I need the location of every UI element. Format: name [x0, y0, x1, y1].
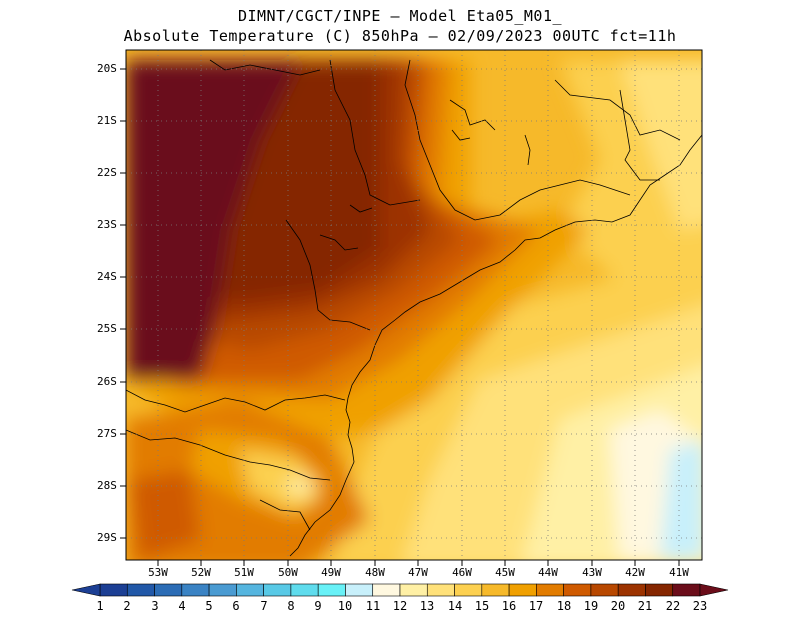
colorbar-label: 8: [287, 599, 295, 613]
lon-label: 41W: [669, 566, 689, 579]
lat-label: 29S: [97, 531, 117, 544]
lat-label: 23S: [97, 218, 117, 231]
colorbar-label: 1: [96, 599, 104, 613]
lat-label: 21S: [97, 114, 117, 127]
colorbar-label: 11: [365, 599, 381, 613]
lat-label: 20S: [97, 62, 117, 75]
colorbar-label: 23: [692, 599, 708, 613]
colorbar-low-arrow: [71, 583, 101, 597]
colorbar-label: 9: [314, 599, 322, 613]
coastline-borders: [126, 59, 702, 557]
lon-label: 42W: [625, 566, 645, 579]
colorbar-segment: [99, 583, 128, 597]
colorbar-segment: [481, 583, 510, 597]
colorbar-segment: [645, 583, 674, 597]
colorbar-label: 19: [583, 599, 599, 613]
lat-label: 24S: [97, 270, 117, 283]
lat-label: 22S: [97, 166, 117, 179]
gridlines: [126, 50, 702, 560]
colorbar-label: 20: [610, 599, 626, 613]
colorbar-segment: [454, 583, 483, 597]
colorbar-segment: [317, 583, 346, 597]
colorbar-label: 3: [151, 599, 159, 613]
temperature-field: [126, 50, 702, 560]
colorbar-segment: [154, 583, 183, 597]
colorbar-segment: [426, 583, 455, 597]
colorbar-label: 7: [260, 599, 268, 613]
map-frame: [125, 49, 703, 561]
lon-label: 50W: [278, 566, 298, 579]
lat-label: 25S: [97, 322, 117, 335]
axis-ticks: [120, 68, 680, 566]
colorbar-label: 12: [392, 599, 408, 613]
colorbar-label: 15: [474, 599, 490, 613]
lon-label: 49W: [321, 566, 341, 579]
lat-label: 27S: [97, 427, 117, 440]
colorbar-segment: [563, 583, 592, 597]
colorbar: [71, 583, 729, 597]
lat-label: 26S: [97, 375, 117, 388]
colorbar-label: 16: [501, 599, 517, 613]
lon-label: 46W: [452, 566, 472, 579]
lon-label: 43W: [582, 566, 602, 579]
lon-label: 53W: [148, 566, 168, 579]
lon-label: 48W: [365, 566, 385, 579]
colorbar-label: 6: [232, 599, 240, 613]
colorbar-segment: [672, 583, 701, 597]
colorbar-label: 17: [528, 599, 544, 613]
colorbar-segment: [345, 583, 374, 597]
colorbar-segment: [617, 583, 646, 597]
colorbar-segment: [536, 583, 564, 597]
colorbar-segment: [399, 583, 428, 597]
lat-label: 28S: [97, 479, 117, 492]
colorbar-segment: [590, 583, 619, 597]
colorbar-label: 18: [556, 599, 572, 613]
colorbar-segment: [290, 583, 319, 597]
colorbar-segment: [208, 583, 237, 597]
lon-label: 44W: [538, 566, 558, 579]
map-title-line2: Absolute Temperature (C) 850hPa – 02/09/…: [123, 27, 677, 45]
map-title-line1: DIMNT/CGCT/INPE – Model Eta05_M01_: [237, 7, 563, 25]
lon-label: 51W: [234, 566, 254, 579]
colorbar-segment: [126, 583, 155, 597]
lon-label: 52W: [191, 566, 211, 579]
colorbar-segment: [236, 583, 264, 597]
colorbar-label: 13: [419, 599, 435, 613]
lon-label: 45W: [495, 566, 515, 579]
colorbar-label: 2: [123, 599, 131, 613]
colorbar-label: 5: [205, 599, 213, 613]
colorbar-high-arrow: [699, 583, 729, 597]
colorbar-segment: [181, 583, 210, 597]
colorbar-segment: [372, 583, 401, 597]
colorbar-label: 14: [447, 599, 463, 613]
lon-label: 47W: [408, 566, 428, 579]
colorbar-label: 22: [665, 599, 681, 613]
colorbar-label: 10: [337, 599, 353, 613]
colorbar-segment: [508, 583, 537, 597]
colorbar-label: 21: [637, 599, 653, 613]
colorbar-label: 4: [178, 599, 186, 613]
colorbar-segment: [263, 583, 292, 597]
